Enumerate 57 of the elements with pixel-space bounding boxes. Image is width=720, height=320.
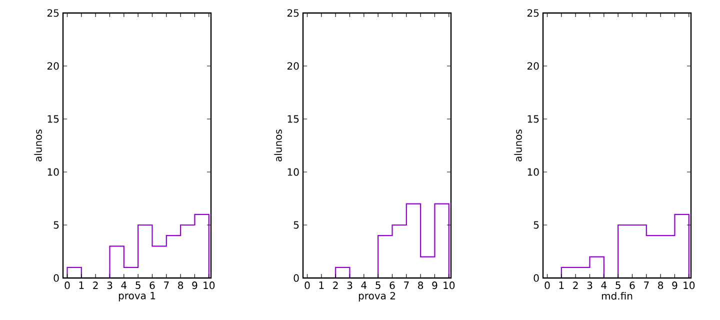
x-tick-label: 6: [150, 282, 155, 290]
x-tick-label: 3: [587, 282, 592, 290]
x-tick-label: 8: [418, 282, 424, 290]
y-tick-label: 5: [294, 221, 299, 229]
y-tick-label: 0: [534, 274, 539, 282]
y-tick-label: 10: [288, 168, 299, 176]
x-tick-label: 7: [644, 282, 649, 289]
y-tick-label: 15: [48, 115, 59, 123]
x-tick-label: 10: [684, 282, 695, 290]
x-tick-label: 7: [164, 282, 169, 289]
x-tick-label: 6: [630, 282, 635, 290]
x-axis-title: prova 2: [358, 292, 395, 302]
y-tick-label: 0: [54, 274, 59, 282]
x-tick-label: 10: [444, 282, 455, 290]
x-axis-title: md.fin: [602, 292, 632, 300]
x-tick-label: 4: [601, 282, 607, 289]
x-tick-label: 0: [304, 282, 310, 290]
y-tick-label: 5: [54, 221, 59, 229]
x-tick-label: 10: [204, 282, 215, 290]
x-tick-label: 4: [121, 282, 127, 289]
y-tick-label: 20: [287, 62, 299, 70]
x-tick-label: 2: [93, 282, 98, 289]
y-axis-title: alunos: [514, 130, 522, 162]
y-tick-label: 25: [527, 9, 539, 17]
x-tick-label: 6: [390, 282, 395, 290]
x-tick-label: 1: [559, 282, 564, 289]
y-tick-label: 10: [48, 168, 59, 176]
x-tick-label: 8: [178, 282, 184, 290]
y-tick-label: 25: [47, 9, 59, 17]
x-tick-label: 3: [347, 282, 352, 290]
y-tick-label: 0: [294, 274, 299, 282]
y-tick-label: 25: [287, 9, 299, 17]
x-tick-label: 2: [333, 282, 338, 289]
y-tick-label: 20: [47, 62, 59, 70]
y-tick-label: 5: [534, 221, 539, 229]
y-tick-label: 10: [528, 168, 539, 176]
x-tick-label: 7: [404, 282, 409, 289]
x-tick-label: 0: [64, 282, 70, 290]
x-tick-label: 5: [376, 282, 380, 289]
x-tick-label: 5: [616, 282, 620, 289]
y-tick-label: 15: [528, 115, 539, 123]
x-tick-label: 4: [361, 282, 367, 289]
x-tick-label: 9: [432, 282, 438, 290]
x-tick-label: 9: [192, 282, 198, 290]
y-tick-label: 15: [288, 115, 299, 123]
x-tick-label: 9: [672, 282, 678, 290]
x-tick-label: 1: [79, 282, 84, 289]
x-axis-title: prova 1: [118, 292, 156, 302]
y-tick-label: 20: [527, 62, 539, 70]
y-axis-title: alunos: [274, 130, 282, 162]
y-axis-title: alunos: [34, 130, 42, 162]
x-tick-label: 2: [573, 282, 578, 289]
x-tick-label: 3: [107, 282, 112, 290]
x-tick-label: 8: [658, 282, 664, 290]
x-tick-label: 1: [319, 282, 324, 289]
x-tick-label: 5: [136, 282, 140, 289]
x-tick-label: 0: [544, 282, 550, 290]
